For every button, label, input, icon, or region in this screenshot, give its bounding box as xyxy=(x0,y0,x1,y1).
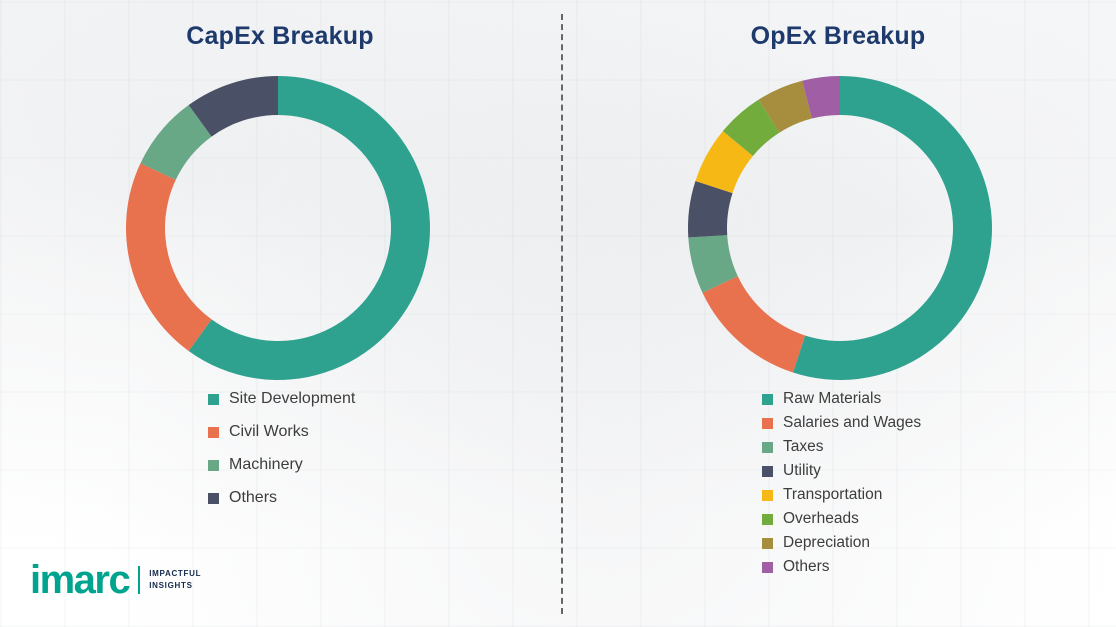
donut-segment-transportation xyxy=(695,131,753,194)
legend-label: Utility xyxy=(783,462,821,479)
donut-segment-others xyxy=(802,76,840,119)
logo-tagline-line2: INSIGHTS xyxy=(149,581,193,590)
legend-label: Taxes xyxy=(783,438,824,455)
legend-item: Salaries and Wages xyxy=(762,414,921,432)
imarc-logo: imarc IMPACTFUL INSIGHTS xyxy=(30,560,201,600)
donut-segment-raw-materials xyxy=(793,76,993,380)
legend-swatch xyxy=(762,417,773,429)
legend-item: Utility xyxy=(762,462,921,480)
legend-item: Depreciation xyxy=(762,534,921,552)
capex-legend: Site Development Civil Works Machinery Othe… xyxy=(208,390,355,522)
legend-label: Depreciation xyxy=(783,534,871,551)
legend-item: Taxes xyxy=(762,438,921,456)
legend-label: Others xyxy=(783,558,830,575)
imarc-logo-text: imarc xyxy=(30,558,131,602)
legend-swatch xyxy=(208,426,219,438)
legend-swatch xyxy=(762,513,773,525)
donut-segment-salaries-and-wages xyxy=(702,276,806,373)
logo-divider-bar xyxy=(138,566,141,594)
legend-label: Transportation xyxy=(783,486,883,503)
legend-swatch xyxy=(208,492,219,504)
legend-swatch xyxy=(762,465,773,477)
legend-label: Machinery xyxy=(229,456,303,473)
legend-item: Overheads xyxy=(762,510,921,528)
donut-segment-taxes xyxy=(688,235,738,293)
legend-label: Raw Materials xyxy=(783,390,882,407)
donut-segment-others xyxy=(188,76,278,137)
donut-segment-overheads xyxy=(722,99,780,156)
logo-tagline: IMPACTFUL INSIGHTS xyxy=(149,568,201,591)
legend-item: Raw Materials xyxy=(762,390,921,408)
donut-segment-depreciation xyxy=(758,80,812,133)
legend-item: Civil Works xyxy=(208,423,355,441)
divider-dashed-line xyxy=(561,14,563,614)
capex-title: CapEx Breakup xyxy=(186,22,374,50)
opex-donut-chart xyxy=(688,76,993,380)
donut-segment-civil-works xyxy=(126,163,212,351)
legend-item: Others xyxy=(762,558,921,576)
opex-title: OpEx Breakup xyxy=(750,22,926,50)
legend-item: Machinery xyxy=(208,456,355,474)
legend-swatch xyxy=(208,393,219,405)
capex-panel: CapEx Breakup Site Development Civil Work… xyxy=(126,22,431,522)
legend-swatch xyxy=(762,393,773,405)
legend-label: Salaries and Wages xyxy=(783,414,922,431)
capex-donut-chart xyxy=(126,76,431,381)
donut-segment-utility xyxy=(688,181,733,238)
legend-item: Transportation xyxy=(762,486,921,504)
legend-item: Site Development xyxy=(208,390,355,408)
legend-swatch xyxy=(762,441,773,453)
legend-swatch xyxy=(762,489,773,501)
legend-swatch xyxy=(762,561,773,573)
legend-swatch xyxy=(762,537,773,549)
legend-item: Others xyxy=(208,489,355,507)
opex-panel: OpEx Breakup Raw Materials Salaries and W… xyxy=(560,0,1116,627)
logo-tagline-line1: IMPACTFUL xyxy=(149,569,202,579)
donut-segment-site-development xyxy=(188,76,431,381)
donut-segment-machinery xyxy=(140,105,212,180)
legend-label: Civil Works xyxy=(229,423,309,440)
legend-swatch xyxy=(208,459,219,471)
legend-label: Others xyxy=(229,489,278,506)
legend-label: Site Development xyxy=(229,390,356,407)
legend-label: Overheads xyxy=(783,510,859,527)
opex-legend: Raw Materials Salaries and Wages Taxes Util… xyxy=(762,390,921,582)
